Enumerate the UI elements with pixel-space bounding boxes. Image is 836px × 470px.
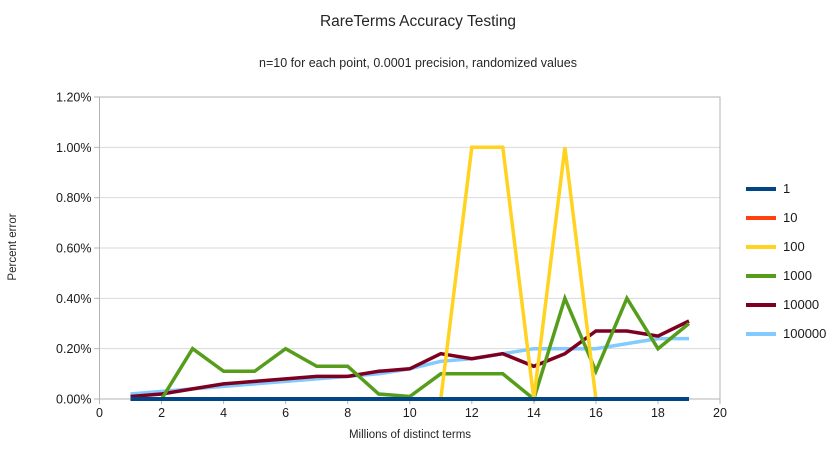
y-tick-label: 0.20% bbox=[56, 342, 91, 356]
legend-line-swatch bbox=[746, 244, 776, 249]
y-axis-title: Percent error bbox=[7, 213, 19, 281]
legend: 1 10 100 1000 10000 100000 bbox=[746, 174, 826, 348]
chart-title: RareTerms Accuracy Testing bbox=[319, 13, 517, 30]
legend-line-swatch bbox=[746, 331, 776, 336]
legend-label: 100000 bbox=[783, 326, 827, 341]
legend-line-swatch bbox=[746, 215, 776, 220]
y-tick-label: 1.20% bbox=[56, 91, 91, 105]
y-tick-label: 0.60% bbox=[56, 242, 91, 256]
x-tick-label: 20 bbox=[713, 406, 727, 420]
legend-line-swatch bbox=[746, 302, 776, 307]
y-tick-label: 1.00% bbox=[56, 141, 91, 155]
series-line-10000 bbox=[130, 319, 690, 399]
x-tick-label: 8 bbox=[344, 406, 351, 420]
legend-item: 100000 bbox=[746, 319, 826, 348]
x-tick-label: 6 bbox=[282, 406, 289, 420]
legend-line-swatch bbox=[746, 273, 776, 278]
x-axis-title: Millions of distinct terms bbox=[348, 429, 472, 441]
legend-item: 100 bbox=[746, 232, 826, 261]
x-tick-label: 10 bbox=[403, 406, 417, 420]
legend-label: 10 bbox=[783, 210, 798, 225]
chart-subtitle: n=10 for each point, 0.0001 precision, r… bbox=[259, 56, 577, 70]
legend-label: 1 bbox=[783, 181, 791, 196]
x-tick-label: 16 bbox=[589, 406, 603, 420]
legend-item: 10 bbox=[746, 203, 826, 232]
legend-item: 1 bbox=[746, 174, 826, 203]
series-line-1000 bbox=[130, 293, 691, 402]
x-tick-label: 18 bbox=[651, 406, 665, 420]
y-tick-label: 0.00% bbox=[56, 393, 91, 407]
legend-label: 100 bbox=[783, 239, 805, 254]
series-line-100 bbox=[130, 145, 689, 401]
x-tick-label: 14 bbox=[527, 406, 541, 420]
legend-item: 10000 bbox=[746, 290, 826, 319]
x-tick-label: 4 bbox=[220, 406, 227, 420]
y-tick-label: 0.40% bbox=[56, 292, 91, 306]
legend-line-swatch bbox=[746, 186, 776, 191]
legend-label: 1000 bbox=[783, 268, 812, 283]
x-tick-label: 0 bbox=[96, 406, 103, 420]
x-tick-label: 12 bbox=[465, 406, 479, 420]
y-tick-label: 0.80% bbox=[56, 191, 91, 205]
x-tick-label: 2 bbox=[158, 406, 165, 420]
legend-label: 10000 bbox=[783, 297, 820, 312]
legend-item: 1000 bbox=[746, 261, 826, 290]
